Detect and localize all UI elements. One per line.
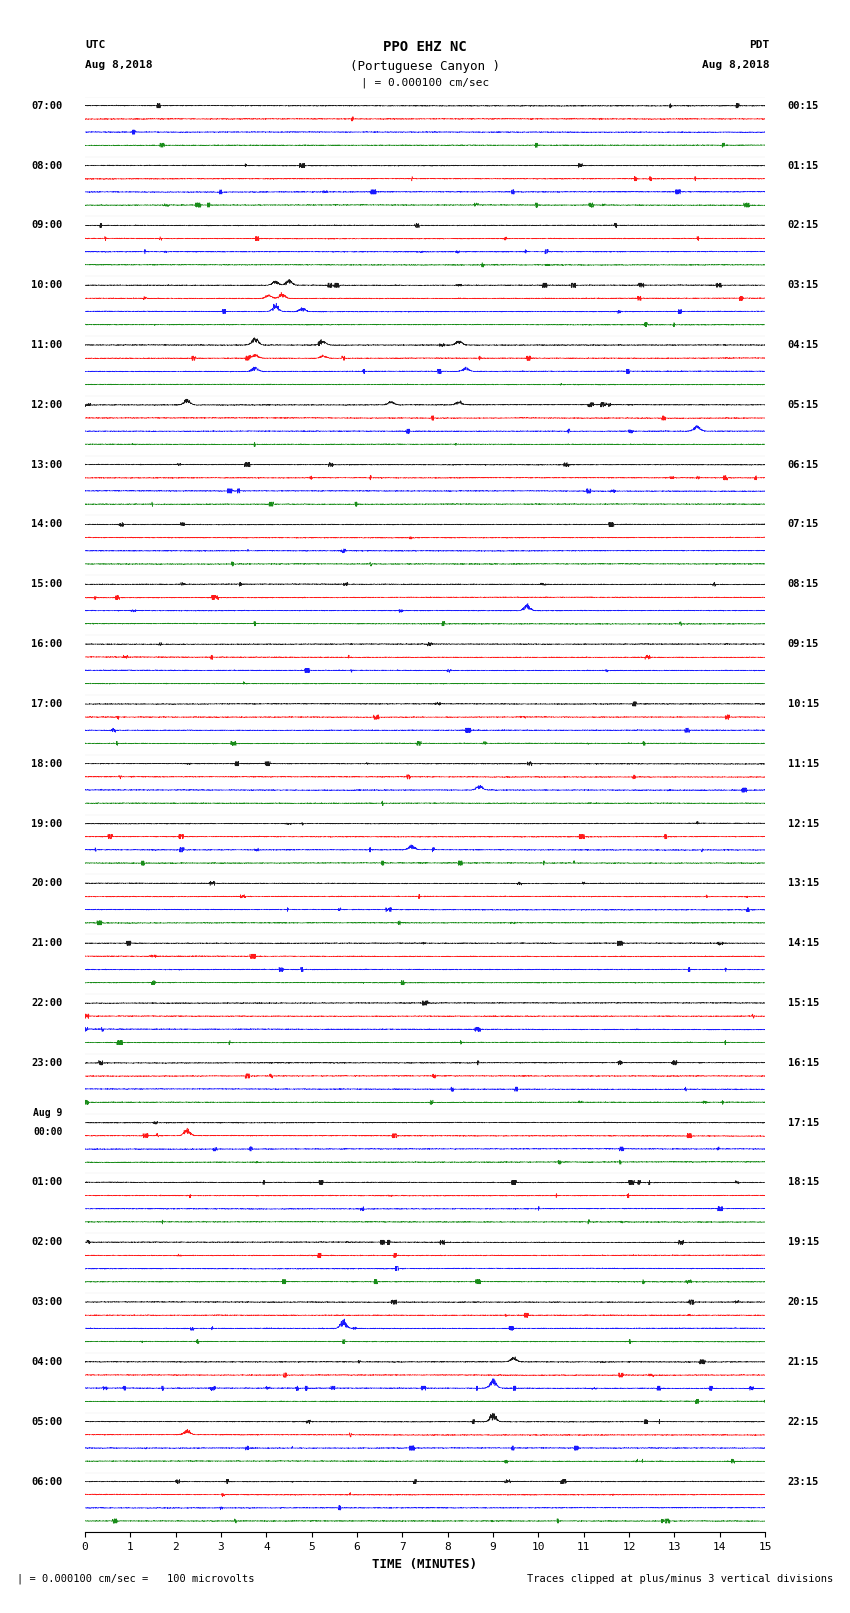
Text: 08:15: 08:15	[788, 579, 819, 589]
Text: 09:15: 09:15	[788, 639, 819, 648]
Text: | = 0.000100 cm/sec =   100 microvolts: | = 0.000100 cm/sec = 100 microvolts	[17, 1573, 254, 1584]
Text: 01:00: 01:00	[31, 1177, 62, 1187]
Text: 12:00: 12:00	[31, 400, 62, 410]
Text: 16:15: 16:15	[788, 1058, 819, 1068]
Text: 05:00: 05:00	[31, 1416, 62, 1426]
Text: 12:15: 12:15	[788, 818, 819, 829]
Text: 11:15: 11:15	[788, 758, 819, 769]
Text: 08:00: 08:00	[31, 161, 62, 171]
Text: 04:00: 04:00	[31, 1357, 62, 1366]
Text: 03:15: 03:15	[788, 281, 819, 290]
Text: Traces clipped at plus/minus 3 vertical divisions: Traces clipped at plus/minus 3 vertical …	[527, 1574, 833, 1584]
X-axis label: TIME (MINUTES): TIME (MINUTES)	[372, 1558, 478, 1571]
Text: 19:00: 19:00	[31, 818, 62, 829]
Text: 06:15: 06:15	[788, 460, 819, 469]
Text: 15:15: 15:15	[788, 998, 819, 1008]
Text: UTC: UTC	[85, 40, 105, 50]
Text: 03:00: 03:00	[31, 1297, 62, 1307]
Text: 20:15: 20:15	[788, 1297, 819, 1307]
Text: 10:00: 10:00	[31, 281, 62, 290]
Text: PDT: PDT	[749, 40, 769, 50]
Text: 06:00: 06:00	[31, 1476, 62, 1487]
Text: 23:00: 23:00	[31, 1058, 62, 1068]
Text: 21:15: 21:15	[788, 1357, 819, 1366]
Text: 07:15: 07:15	[788, 519, 819, 529]
Text: 11:00: 11:00	[31, 340, 62, 350]
Text: 14:15: 14:15	[788, 939, 819, 948]
Text: (Portuguese Canyon ): (Portuguese Canyon )	[350, 60, 500, 73]
Text: 19:15: 19:15	[788, 1237, 819, 1247]
Text: 09:00: 09:00	[31, 221, 62, 231]
Text: 15:00: 15:00	[31, 579, 62, 589]
Text: Aug 8,2018: Aug 8,2018	[702, 60, 769, 69]
Text: 17:00: 17:00	[31, 698, 62, 708]
Text: 20:00: 20:00	[31, 879, 62, 889]
Text: 02:15: 02:15	[788, 221, 819, 231]
Text: Aug 8,2018: Aug 8,2018	[85, 60, 152, 69]
Text: 18:15: 18:15	[788, 1177, 819, 1187]
Text: 10:15: 10:15	[788, 698, 819, 708]
Text: 23:15: 23:15	[788, 1476, 819, 1487]
Text: 01:15: 01:15	[788, 161, 819, 171]
Text: 13:15: 13:15	[788, 879, 819, 889]
Text: PPO EHZ NC: PPO EHZ NC	[383, 40, 467, 55]
Text: | = 0.000100 cm/sec: | = 0.000100 cm/sec	[361, 77, 489, 89]
Text: 04:15: 04:15	[788, 340, 819, 350]
Text: 22:15: 22:15	[788, 1416, 819, 1426]
Text: 16:00: 16:00	[31, 639, 62, 648]
Text: 00:00: 00:00	[33, 1127, 62, 1137]
Text: 14:00: 14:00	[31, 519, 62, 529]
Text: Aug 9: Aug 9	[33, 1108, 62, 1118]
Text: 02:00: 02:00	[31, 1237, 62, 1247]
Text: 13:00: 13:00	[31, 460, 62, 469]
Text: 00:15: 00:15	[788, 100, 819, 111]
Text: 22:00: 22:00	[31, 998, 62, 1008]
Text: 18:00: 18:00	[31, 758, 62, 769]
Text: 05:15: 05:15	[788, 400, 819, 410]
Text: 07:00: 07:00	[31, 100, 62, 111]
Text: 17:15: 17:15	[788, 1118, 819, 1127]
Text: 21:00: 21:00	[31, 939, 62, 948]
